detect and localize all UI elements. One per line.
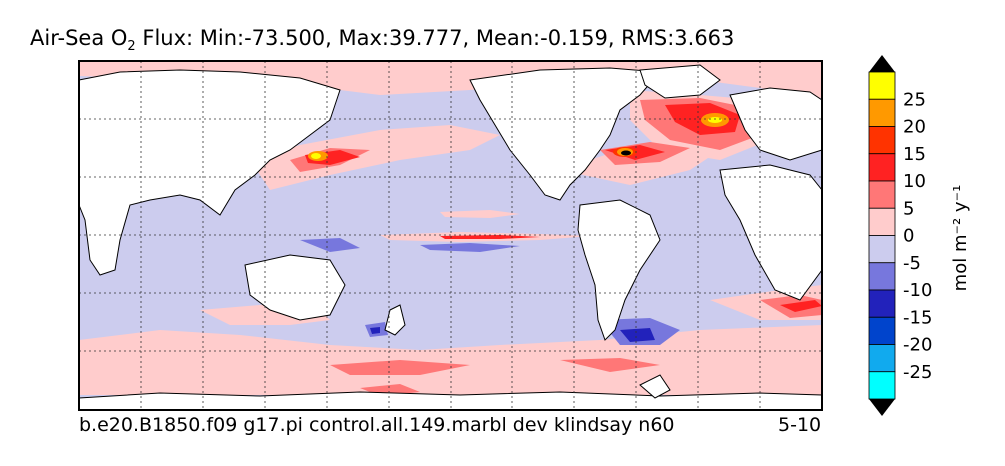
- map-frame: [78, 60, 823, 411]
- colorbar-max-arrow: [869, 55, 895, 72]
- colorbar-swatch: [868, 180, 896, 209]
- map-panel: [78, 60, 823, 411]
- greenland: [639, 64, 721, 99]
- colorbar-swatches: [868, 71, 896, 400]
- colorbar-tick-label: -20: [903, 335, 932, 356]
- colorbar-tick-label: 25: [903, 89, 926, 110]
- colorbar-swatch: [868, 289, 896, 318]
- colorbar: 25 20 15 10 5 0 -5 -10 -15 -20 -25 mol m⁻² y⁻¹: [868, 55, 971, 416]
- antarctica: [78, 391, 823, 411]
- colorbar-swatch: [868, 71, 896, 100]
- australia: [244, 254, 346, 321]
- colorbar-swatch: [868, 126, 896, 155]
- colorbar-tick-label: -25: [903, 362, 932, 383]
- colorbar-min-arrow: [869, 399, 895, 416]
- colorbar-tick-label: 0: [903, 226, 914, 247]
- colorbar-tick-label: -15: [903, 307, 932, 328]
- colorbar-swatch: [868, 316, 896, 345]
- colorbar-swatch: [868, 344, 896, 373]
- run-name-label: b.e20.B1850.f09 g17.pi control.all.149.m…: [79, 414, 675, 436]
- africa-east: [719, 164, 823, 301]
- colorbar-tick-label: -10: [903, 280, 932, 301]
- colorbar-tick-label: 15: [903, 144, 926, 165]
- flux-hotspots: [308, 113, 729, 161]
- colorbar-swatch: [868, 207, 896, 236]
- antarctic-peninsula: [639, 374, 671, 399]
- colorbar-tick-label: -5: [903, 253, 921, 274]
- years-label: 5-10: [778, 414, 822, 436]
- eurasia-africa: [78, 69, 341, 276]
- plot-title: Air-Sea O2 Flux: Min:-73.500, Max:39.777…: [30, 26, 735, 55]
- colorbar-tick-label: 10: [903, 171, 926, 192]
- colorbar-tick-label: 20: [903, 117, 926, 138]
- colorbar-swatch: [868, 235, 896, 264]
- map-gridlines: [79, 61, 822, 410]
- new-zealand: [384, 304, 406, 336]
- colorbar-tick-labels: 25 20 15 10 5 0 -5 -10 -15 -20 -25: [903, 89, 932, 383]
- colorbar-swatch: [868, 262, 896, 291]
- colorbar-unit-label: mol m⁻² y⁻¹: [950, 185, 971, 292]
- colorbar-swatch: [868, 371, 896, 400]
- colorbar-swatch: [868, 98, 896, 127]
- negative-flux-zones: [300, 238, 680, 345]
- colorbar-tick-label: 5: [903, 198, 914, 219]
- colorbar-swatch: [868, 153, 896, 182]
